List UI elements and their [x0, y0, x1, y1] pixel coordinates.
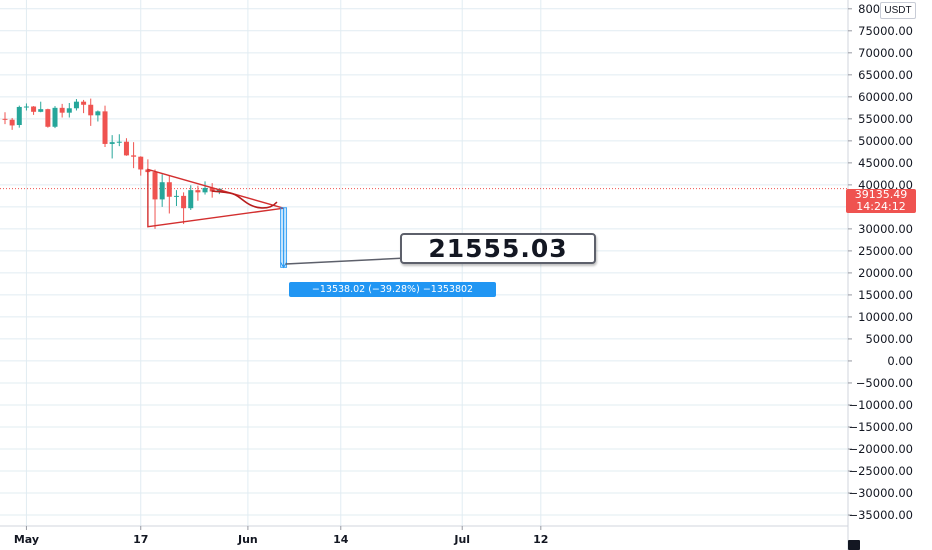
y-tick-label: 0.00 — [887, 354, 913, 368]
x-tick-label: May — [14, 533, 39, 546]
candle-body — [188, 190, 194, 209]
candle-body — [116, 141, 122, 143]
candle-body — [159, 182, 165, 200]
y-tick-label: −15000.00 — [848, 420, 913, 434]
y-tick-label: 30000.00 — [858, 222, 913, 236]
candle-body — [138, 156, 144, 170]
candle-body — [173, 195, 179, 197]
candle-body — [88, 104, 94, 116]
y-tick-label: 40000.00 — [858, 178, 913, 192]
y-tick-label: 5000.00 — [865, 332, 913, 346]
candle-body — [195, 190, 201, 193]
candle-body — [202, 187, 208, 193]
x-tick-label: 14 — [333, 533, 349, 546]
y-tick-label: 55000.00 — [858, 112, 913, 126]
y-tick-label: 15000.00 — [858, 288, 913, 302]
y-tick-label: −35000.00 — [848, 508, 913, 522]
candle-body — [31, 106, 37, 112]
price-callout[interactable]: 21555.03 — [400, 233, 596, 264]
candle-body — [52, 107, 58, 127]
candle-body — [109, 142, 115, 144]
last-price-value: 39135.49 — [854, 188, 908, 201]
candle-body — [73, 101, 79, 109]
candle-body — [23, 106, 29, 108]
candle-body — [45, 109, 51, 127]
currency-label[interactable]: USDT — [880, 2, 916, 19]
y-tick-label: −25000.00 — [848, 464, 913, 478]
y-tick-label: −30000.00 — [848, 486, 913, 500]
candle-body — [2, 118, 8, 120]
candle-body — [9, 119, 15, 126]
candle-body — [95, 111, 101, 116]
x-tick-label: 17 — [133, 533, 148, 546]
y-tick-label: 60000.00 — [858, 90, 913, 104]
candle-body — [152, 172, 158, 200]
y-tick-label: 25000.00 — [858, 244, 913, 258]
y-tick-label: −5000.00 — [856, 376, 913, 390]
candle-body — [59, 107, 65, 113]
y-tick-label: −20000.00 — [848, 442, 913, 456]
x-tick-label: Jun — [237, 533, 258, 546]
projection-curve — [211, 190, 278, 209]
y-axis-ticks: 80000.0075000.0070000.0065000.0060000.00… — [848, 2, 913, 522]
y-tick-label: 45000.00 — [858, 156, 913, 170]
y-tick-label: 75000.00 — [858, 24, 913, 38]
triangle-pattern — [147, 168, 284, 228]
measure-label: −13538.02 (−39.28%) −1353802 — [289, 282, 496, 297]
y-tick-label: 65000.00 — [858, 68, 913, 82]
y-tick-label: 50000.00 — [858, 134, 913, 148]
y-tick-label: −10000.00 — [848, 398, 913, 412]
candle-body — [131, 155, 137, 157]
candle-body — [209, 187, 215, 192]
candle-body — [66, 108, 72, 113]
candle-body — [123, 141, 129, 156]
candle-body — [181, 195, 187, 209]
x-axis-ticks: May 17 Jun 14 Jul 12 — [14, 526, 548, 546]
candlestick-series — [2, 98, 222, 229]
bar-countdown: 14:24:12 — [856, 200, 906, 213]
y-tick-label: 20000.00 — [858, 266, 913, 280]
x-tick-label: 12 — [533, 533, 548, 546]
x-tick-label: Jul — [453, 533, 470, 546]
candle-body — [16, 106, 22, 126]
candle-body — [102, 111, 108, 144]
candle-body — [38, 109, 44, 112]
y-tick-label: 70000.00 — [858, 46, 913, 60]
last-price-tag: 39135.49 14:24:12 — [846, 189, 916, 213]
tradingview-logo[interactable] — [848, 540, 860, 550]
y-tick-label: 10000.00 — [858, 310, 913, 324]
candle-body — [166, 182, 172, 197]
candle-body — [81, 101, 87, 105]
